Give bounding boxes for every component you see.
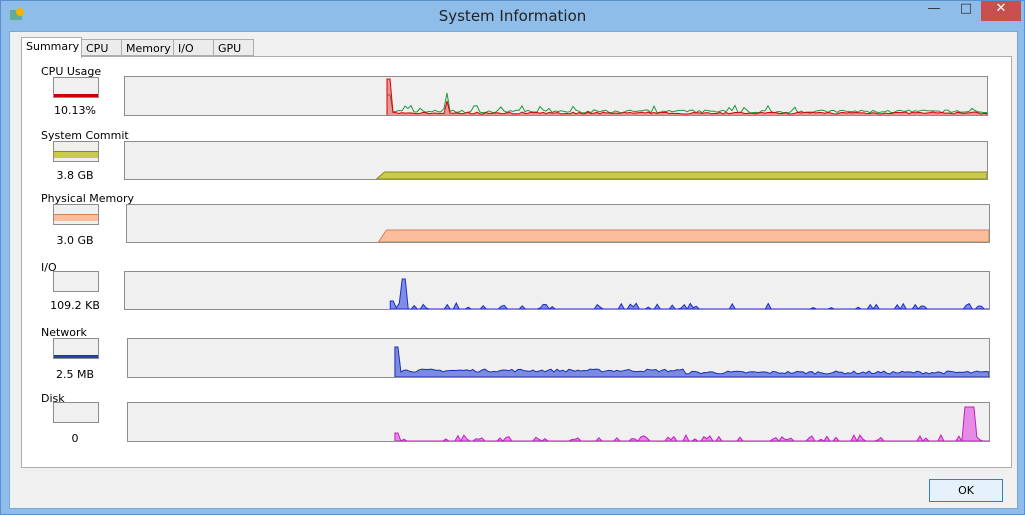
section-label: System Commit (41, 129, 129, 142)
mini-graph (53, 338, 99, 359)
graph (124, 76, 988, 116)
minimize-button[interactable]: — (927, 1, 941, 16)
graph-plot (389, 278, 989, 310)
tab[interactable]: I/O (173, 39, 214, 56)
graph-plot (386, 78, 988, 115)
mini-graph (53, 141, 99, 162)
section-label: I/O (41, 261, 57, 274)
app-icon (10, 8, 24, 20)
section-value: 10.13% (54, 104, 96, 117)
mini-graph (53, 77, 99, 98)
ok-button[interactable]: OK (929, 479, 1003, 502)
graph-trace (394, 346, 990, 378)
mini-bar (54, 355, 98, 358)
graph-plot (375, 171, 988, 180)
section-label: Physical Memory (41, 192, 134, 205)
graph-plot (377, 229, 990, 243)
graph-plot (394, 346, 990, 378)
section-label: CPU Usage (41, 65, 102, 78)
graph-trace (386, 78, 988, 115)
graph-plot (394, 406, 989, 443)
graph (124, 141, 988, 180)
graph (124, 271, 990, 310)
graph (127, 338, 990, 378)
close-button[interactable]: ✕ (981, 1, 1021, 21)
section-label: Disk (41, 392, 65, 405)
section-value: 109.2 KB (50, 299, 100, 312)
mini-graph (53, 402, 99, 423)
section-value: 3.0 GB (56, 234, 94, 247)
graph-trace (377, 229, 990, 243)
tab[interactable]: GPU (213, 39, 254, 56)
mini-bar (54, 151, 98, 158)
tab-panel (21, 56, 1012, 468)
mini-bar (54, 94, 98, 97)
section-label: Network (41, 326, 87, 339)
window-title: System Information (438, 7, 587, 25)
mini-graph (53, 204, 99, 225)
section-value: 3.8 GB (56, 169, 94, 182)
mini-graph (53, 271, 99, 292)
graph-trace (375, 171, 988, 180)
graph-trace (389, 278, 989, 310)
graph (126, 204, 990, 243)
tab[interactable]: Summary (21, 37, 82, 58)
mini-bar (54, 214, 98, 221)
section-value: 0 (71, 432, 79, 445)
client-area: OK Summary CPU Memory I/O GPU CPU Usage 10.13%… (9, 31, 1018, 509)
maximize-button[interactable]: □ (959, 1, 973, 16)
tab[interactable]: CPU (81, 39, 122, 56)
tab[interactable]: Memory (121, 39, 174, 56)
graph-trace (394, 406, 989, 443)
section-value: 2.5 MB (55, 368, 95, 381)
graph (127, 402, 990, 443)
